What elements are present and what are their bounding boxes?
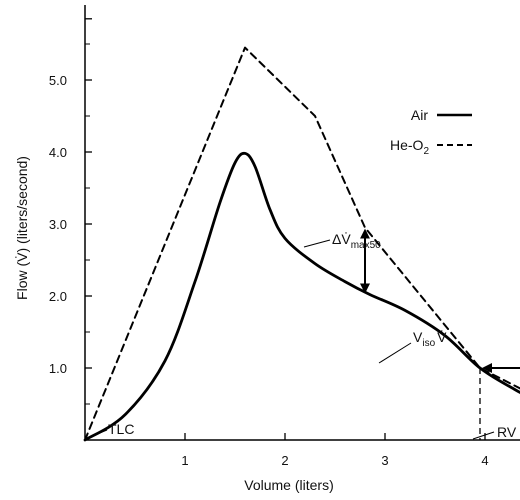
x-ticks: 12345: [181, 433, 489, 468]
delta-vmax50-sub: max50: [351, 240, 381, 251]
annotations: TLC RV ΔV̇max50 Viso V̇: [84, 228, 520, 440]
y-tick-label: 1.0: [49, 361, 67, 376]
y-axis-title: Flow (V̇) (liters/second): [14, 156, 30, 300]
rv-label: RV: [497, 424, 517, 440]
legend: Air He-O2: [390, 107, 472, 157]
viso-suffix: V̇: [437, 329, 447, 345]
legend-label-air: Air: [411, 107, 428, 123]
x-axis-title: Volume (liters): [244, 477, 333, 493]
x-tick-label: 4: [481, 453, 488, 468]
rv-leader: [472, 431, 495, 440]
y-tick-label: 3.0: [49, 217, 67, 232]
delta-vmax50-label: ΔV̇max50: [332, 231, 381, 251]
x-tick-label: 3: [381, 453, 388, 468]
viso-label: Viso V̇: [413, 329, 447, 349]
x-tick-label: 2: [281, 453, 288, 468]
series-layer: [83, 46, 520, 442]
y-tick-label: 2.0: [49, 289, 67, 304]
x-tick-label: 1: [181, 453, 188, 468]
tlc-leader: [84, 429, 108, 440]
delta-vmax50-leader: [303, 239, 331, 248]
delta-vmax50-main: ΔV̇: [332, 231, 351, 247]
tlc-label: TLC: [108, 421, 134, 437]
y-ticks: 1.0 2.0 3.0 4.0 5.0: [49, 18, 92, 405]
viso-leader: [378, 342, 412, 364]
legend-heo2-sub: 2: [423, 146, 429, 157]
viso-main: V: [413, 329, 423, 345]
series-line-air: [83, 151, 520, 442]
y-tick-label: 4.0: [49, 145, 67, 160]
legend-label-heo2: He-O2: [390, 137, 429, 157]
series-line-heo2: [84, 46, 520, 441]
legend-heo2-main: He-O: [390, 137, 424, 153]
viso-sub: iso: [422, 338, 435, 349]
y-tick-label: 5.0: [49, 73, 67, 88]
